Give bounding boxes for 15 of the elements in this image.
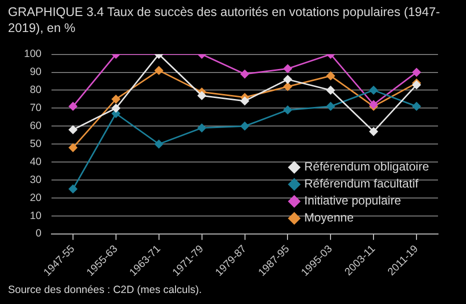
y-tick-label: 30 <box>30 174 42 186</box>
y-tick-label: 0 <box>36 228 42 240</box>
y-tick-label: 70 <box>30 102 42 114</box>
legend-label: Référendum obligatoire <box>304 160 430 174</box>
y-tick-label: 40 <box>30 156 42 168</box>
y-tick-label: 100 <box>24 48 42 60</box>
source-note: Source des données : C2D (mes calculs). <box>8 284 202 296</box>
y-tick-label: 90 <box>30 66 42 78</box>
legend-label: Référendum facultatif <box>304 176 419 191</box>
chart-title: GRAPHIQUE 3.4 Taux de succès des autorités en votations populaires (1947-2019), en % <box>8 4 441 36</box>
y-tick-label: 50 <box>30 138 42 150</box>
y-tick-label: 60 <box>30 120 42 132</box>
y-tick-label: 20 <box>30 192 42 204</box>
y-tick-label: 80 <box>30 84 42 96</box>
y-tick-label: 10 <box>30 210 42 222</box>
